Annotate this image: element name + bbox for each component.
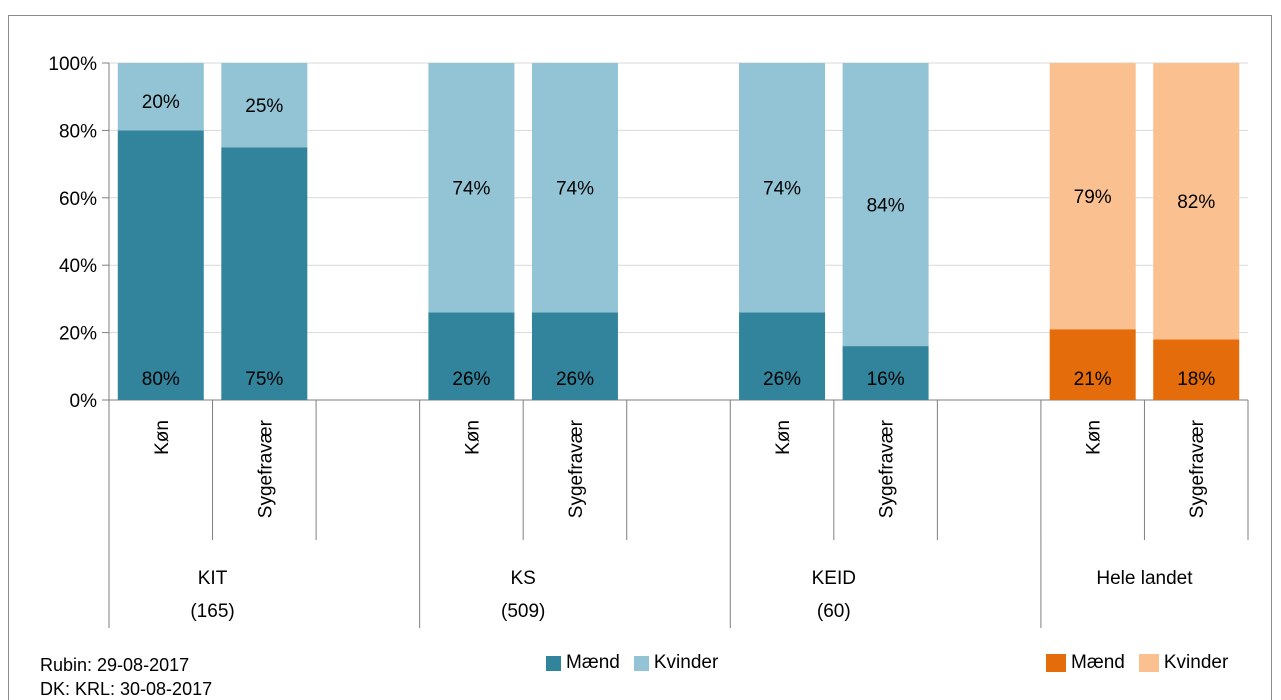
data-label-kvinder: 84% bbox=[867, 196, 905, 217]
legend-swatch-maend-highlight bbox=[1046, 654, 1066, 672]
data-label-kvinder: 74% bbox=[763, 179, 801, 200]
bar-segment-kvinder bbox=[739, 63, 826, 313]
data-label-maend: 18% bbox=[1177, 369, 1215, 390]
x-group-sublabel: (60) bbox=[817, 601, 851, 622]
bar-segment-maend bbox=[1049, 329, 1136, 400]
data-label-maend: 26% bbox=[452, 369, 490, 390]
legend-label-maend-highlight: Mænd bbox=[1071, 652, 1125, 673]
y-tick-label: 100% bbox=[48, 54, 97, 75]
bar-segment-kvinder bbox=[221, 63, 308, 148]
footnote-rubin-date: Rubin: 29-08-2017 bbox=[40, 655, 190, 675]
y-tick-label: 60% bbox=[59, 189, 97, 210]
bar-segment-maend bbox=[1153, 339, 1240, 400]
bar-segment-kvinder bbox=[117, 63, 204, 131]
x-group-label: KEID bbox=[812, 568, 856, 589]
data-label-maend: 21% bbox=[1074, 369, 1112, 390]
chart-frame bbox=[8, 15, 1272, 700]
data-label-kvinder: 74% bbox=[556, 179, 594, 200]
legend-item-maend-highlight: Mænd bbox=[1046, 652, 1125, 674]
y-tick-label: 0% bbox=[70, 391, 98, 412]
bar-segment-kvinder bbox=[531, 63, 618, 313]
x-group-label: Hele landet bbox=[1096, 568, 1193, 589]
data-label-kvinder: 25% bbox=[245, 96, 283, 117]
bar-segment-kvinder bbox=[428, 63, 515, 313]
data-label-kvinder: 82% bbox=[1177, 192, 1215, 213]
data-label-maend: 80% bbox=[142, 369, 180, 390]
x-category-label: Køn bbox=[462, 420, 483, 455]
data-label-kvinder: 79% bbox=[1074, 187, 1112, 208]
bar-segment-maend bbox=[117, 130, 204, 400]
data-label-maend: 26% bbox=[763, 369, 801, 390]
x-category-label: Sygefravær bbox=[566, 419, 587, 518]
legend-item-maend: Mænd bbox=[546, 652, 620, 674]
bar-segment-maend bbox=[739, 312, 826, 400]
bar-segment-maend bbox=[842, 346, 929, 400]
bar-segment-maend bbox=[531, 312, 618, 400]
bar-segment-maend bbox=[221, 147, 308, 400]
legend-label-kvinder: Kvinder bbox=[653, 652, 719, 673]
x-category-label: Sygefravær bbox=[255, 419, 276, 518]
legend-label-maend: Mænd bbox=[566, 652, 620, 673]
data-label-kvinder: 20% bbox=[142, 92, 180, 113]
legend-label-kvinder-highlight: Kvinder bbox=[1163, 652, 1229, 673]
y-tick-label: 20% bbox=[59, 324, 97, 345]
legend-highlight: Mænd Kvinder bbox=[1046, 652, 1242, 674]
legend: Mænd Kvinder bbox=[546, 652, 732, 674]
x-category-label: Sygefravær bbox=[1187, 419, 1208, 518]
x-group-label: KIT bbox=[198, 568, 228, 589]
y-tick-label: 40% bbox=[59, 256, 97, 277]
data-label-kvinder: 74% bbox=[452, 179, 490, 200]
x-group-sublabel: (165) bbox=[190, 601, 234, 622]
bar-segment-maend bbox=[428, 312, 515, 400]
x-group-label: KS bbox=[511, 568, 536, 589]
legend-swatch-maend bbox=[546, 655, 561, 671]
bar-segment-kvinder bbox=[842, 63, 929, 347]
bar-segment-kvinder bbox=[1049, 63, 1136, 330]
x-category-label: Køn bbox=[773, 420, 794, 455]
data-label-maend: 26% bbox=[556, 369, 594, 390]
legend-item-kvinder: Kvinder bbox=[633, 652, 719, 674]
legend-item-kvinder-highlight: Kvinder bbox=[1138, 652, 1229, 674]
x-category-label: Køn bbox=[1084, 420, 1105, 455]
legend-swatch-kvinder bbox=[633, 655, 649, 671]
x-category-label: Køn bbox=[152, 420, 173, 455]
data-label-maend: 75% bbox=[245, 369, 283, 390]
x-group-sublabel: (509) bbox=[501, 601, 545, 622]
legend-swatch-kvinder-highlight bbox=[1138, 654, 1159, 672]
footnote-dk-date: DK: KRL: 30-08-2017 bbox=[40, 679, 213, 699]
bar-segment-kvinder bbox=[1153, 63, 1240, 340]
y-tick-label: 80% bbox=[59, 121, 97, 142]
data-label-maend: 16% bbox=[867, 369, 905, 390]
x-category-label: Sygefravær bbox=[877, 419, 898, 518]
